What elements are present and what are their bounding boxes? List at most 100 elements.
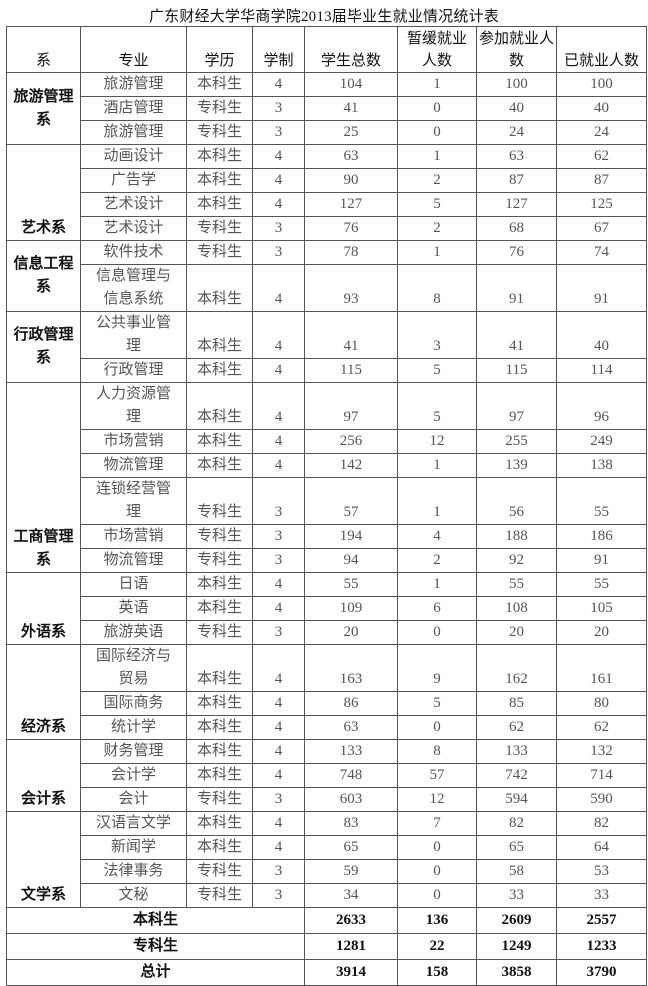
participating-cell: 139 (476, 453, 557, 478)
employed-cell: 132 (556, 739, 647, 764)
department-cell: 经济系 (6, 644, 81, 740)
deferred-cell: 0 (397, 715, 477, 740)
duration-cell: 4 (252, 763, 305, 788)
total-participating: 1249 (476, 933, 557, 960)
degree-cell: 本科生 (186, 382, 253, 430)
deferred-cell: 3 (397, 311, 477, 359)
employed-cell: 33 (556, 883, 647, 908)
degree-cell: 本科生 (186, 763, 253, 788)
major-cell: 日语 (80, 572, 187, 597)
degree-cell: 专科生 (186, 524, 253, 549)
duration-cell: 3 (252, 883, 305, 908)
employed-cell: 105 (556, 596, 647, 621)
header-duration: 学制 (252, 26, 305, 73)
table-row: 物流管理 专科生 3 94 2 92 91 (7, 548, 647, 573)
participating-cell: 33 (476, 883, 557, 908)
participating-cell: 127 (476, 192, 557, 217)
header-deferred: 暂缓就业人数 (397, 26, 477, 73)
deferred-cell: 0 (397, 883, 477, 908)
degree-cell: 本科生 (186, 835, 253, 860)
total-total-students: 1281 (304, 933, 398, 960)
participating-cell: 65 (476, 835, 557, 860)
duration-cell: 4 (252, 311, 305, 359)
table-row: 国际商务 本科生 4 86 5 85 80 (7, 691, 647, 716)
deferred-cell: 7 (397, 811, 477, 836)
major-cell: 汉语言文学 (80, 811, 187, 836)
total-employed: 2557 (556, 907, 647, 934)
participating-cell: 55 (476, 572, 557, 597)
major-name: 市场营销 (103, 433, 164, 449)
major-cell: 旅游英语 (80, 620, 187, 645)
department-cell: 文学系 (6, 811, 81, 908)
header-employed: 已就业人数 (556, 26, 647, 73)
table-row: 艺术设计 本科生 4 127 5 127 125 (7, 192, 647, 217)
total-students-cell: 57 (304, 477, 398, 525)
major-name: 公共事业管理 (95, 315, 171, 354)
total-students-cell: 133 (304, 739, 398, 764)
total-students-cell: 93 (304, 264, 398, 312)
employed-cell: 249 (556, 429, 647, 454)
table-row: 行政管理系 公共事业管理 本科生 4 41 3 41 40 (6, 311, 647, 383)
deferred-cell: 1 (397, 240, 477, 265)
major-cell: 广告学 (80, 168, 187, 193)
employed-cell: 96 (556, 382, 647, 430)
total-students-cell: 63 (304, 144, 398, 169)
duration-cell: 4 (252, 596, 305, 621)
duration-cell: 4 (252, 739, 305, 764)
duration-cell: 3 (252, 216, 305, 241)
major-cell: 市场营销 (80, 429, 187, 454)
department-cell: 信息工程系 (6, 240, 81, 312)
employed-cell: 62 (556, 144, 647, 169)
duration-cell: 4 (252, 644, 305, 692)
table-row: 市场营销 本科生 4 256 12 255 249 (7, 429, 647, 454)
employed-cell: 80 (556, 691, 647, 716)
major-name: 国际经济与贸易 (95, 648, 171, 687)
employed-cell: 138 (556, 453, 647, 478)
degree-cell: 本科生 (186, 264, 253, 312)
duration-cell: 4 (252, 835, 305, 860)
total-students-cell: 41 (304, 96, 398, 121)
major-name: 人力资源管理 (95, 386, 171, 425)
participating-cell: 188 (476, 524, 557, 549)
employed-cell: 40 (556, 311, 647, 359)
employed-cell: 125 (556, 192, 647, 217)
degree-cell: 本科生 (186, 168, 253, 193)
deferred-cell: 5 (397, 358, 477, 383)
table-row: 经济系 国际经济与贸易 本科生 4 163 9 162 161 (6, 644, 647, 740)
major-cell: 人力资源管理 (80, 382, 187, 430)
degree-cell: 本科生 (186, 811, 253, 836)
table-row: 旅游管理系 旅游管理 本科生 4 104 1 100 100 (6, 72, 647, 145)
participating-cell: 162 (476, 644, 557, 692)
total-students-cell: 86 (304, 691, 398, 716)
table-row: 会计 专科生 3 603 12 594 590 (7, 787, 647, 812)
table-row: 信息工程系 软件技术 专科生 3 78 1 76 74 (6, 240, 647, 312)
total-row: 本科生 2633 136 2609 2557 (6, 907, 647, 934)
deferred-cell: 0 (397, 835, 477, 860)
degree-cell: 本科生 (186, 453, 253, 478)
major-name: 旅游英语 (103, 624, 164, 640)
degree-cell: 专科生 (186, 216, 253, 241)
employed-cell: 53 (556, 859, 647, 884)
deferred-cell: 5 (397, 691, 477, 716)
department-cell: 外语系 (6, 572, 81, 645)
degree-cell: 本科生 (186, 596, 253, 621)
duration-cell: 4 (252, 691, 305, 716)
major-cell: 市场营销 (80, 524, 187, 549)
degree-cell: 专科生 (186, 859, 253, 884)
employed-cell: 91 (556, 548, 647, 573)
employed-cell: 74 (556, 240, 647, 265)
employment-statistics-table: 系 专业 学历 学制 学生总数 暂缓就业人数 参加就业人数 已就业人数 旅游管理… (6, 26, 647, 986)
major-cell: 行政管理 (80, 358, 187, 383)
employed-cell: 62 (556, 715, 647, 740)
employed-cell: 20 (556, 620, 647, 645)
table-row: 酒店管理 专科生 3 41 0 40 40 (7, 96, 647, 121)
duration-cell: 3 (252, 524, 305, 549)
deferred-cell: 1 (397, 72, 477, 97)
total-students-cell: 115 (304, 358, 398, 383)
participating-cell: 255 (476, 429, 557, 454)
duration-cell: 4 (252, 715, 305, 740)
employed-cell: 40 (556, 96, 647, 121)
total-students-cell: 127 (304, 192, 398, 217)
total-label: 本科生 (6, 907, 305, 934)
degree-cell: 本科生 (186, 72, 253, 97)
